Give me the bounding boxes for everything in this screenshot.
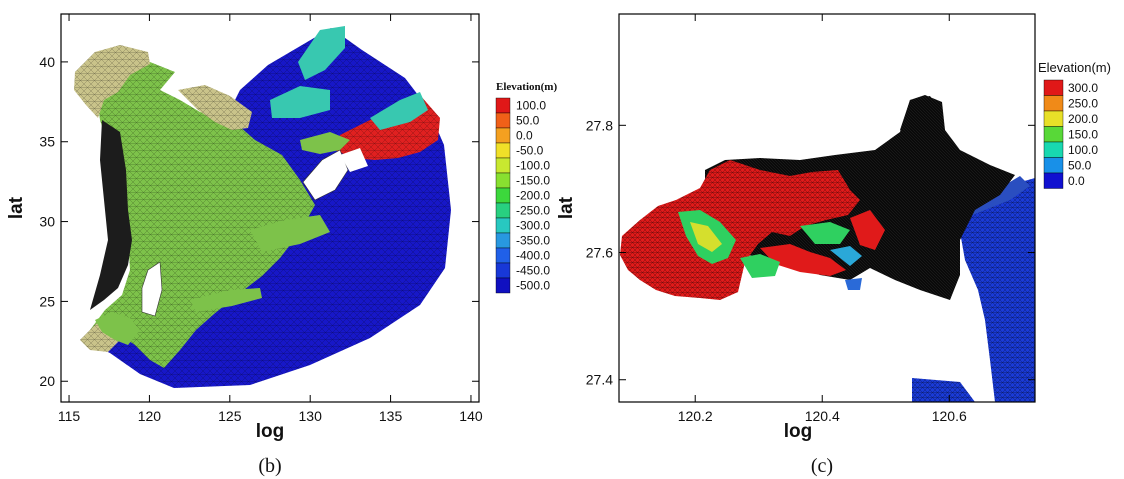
legend-label-b: 0.0 (516, 129, 533, 143)
legend-label-c: 250.0 (1068, 96, 1098, 110)
y-axis-title-b: lat (6, 196, 27, 219)
x-tick-label-b: 135 (379, 408, 403, 424)
caption-b: (b) (258, 455, 281, 477)
x-tick-label-c: 120.6 (932, 408, 967, 424)
legend-swatch-b (495, 142, 511, 159)
legend-label-c: 150.0 (1068, 127, 1098, 141)
legend-title-c: Elevation(m) (1038, 60, 1111, 75)
legend-swatch-b (495, 112, 511, 129)
legend-label-b: -150.0 (516, 174, 550, 188)
legend-label-b: -300.0 (516, 219, 550, 233)
legend-label-c: 0.0 (1068, 174, 1085, 188)
y-tick-label-c: 27.4 (586, 372, 613, 388)
x-tick-label-c: 120.2 (678, 408, 713, 424)
panel-c: 120.2 120.4 120.627.427.627.8 log lat (c) … (556, 13, 1111, 477)
legend-swatch-c (1043, 157, 1064, 174)
island-taiwan-b (141, 261, 163, 317)
legend-label-b: -250.0 (516, 204, 550, 218)
x-tick-label-b: 120 (138, 408, 162, 424)
legend-swatch-b (495, 172, 511, 189)
x-tick-label-b: 130 (299, 408, 323, 424)
legend-swatch-b (495, 157, 511, 174)
y-tick-label-b: 35 (39, 134, 55, 150)
legend-label-c: 300.0 (1068, 81, 1098, 95)
legend-label-b: -400.0 (516, 249, 550, 263)
legend-swatch-b (495, 187, 511, 204)
legend-swatch-b (495, 127, 511, 144)
legend-label-b: -100.0 (516, 159, 550, 173)
legend-swatch-c (1043, 95, 1064, 112)
y-axis-title-c: lat (556, 196, 577, 219)
legend-swatch-c (1043, 79, 1064, 96)
legend-swatch-c (1043, 141, 1064, 158)
ticks-c: 120.2 120.4 120.6 27.4 27.6 27.8 (586, 14, 1035, 424)
y-tick-label-b: 20 (39, 373, 55, 389)
island-b (302, 149, 349, 201)
legend-label-b: -200.0 (516, 189, 550, 203)
legend-label-c: 50.0 (1068, 158, 1092, 172)
legend-swatch-b (495, 247, 511, 264)
legend-b: Elevation(m) 100.050.00.0-50.0-100.0-150… (495, 81, 557, 294)
x-tick-label-b: 125 (218, 408, 242, 424)
legend-label-b: -450.0 (516, 264, 550, 278)
legend-label-b: -500.0 (516, 279, 550, 293)
y-tick-label-b: 25 (39, 293, 55, 309)
legend-label-b: 50.0 (516, 114, 540, 128)
x-axis-title-c: log (784, 421, 813, 442)
x-tick-label-b: 115 (58, 408, 81, 424)
legend-swatch-b (495, 217, 511, 234)
legend-title-b: Elevation(m) (496, 81, 557, 93)
legend-swatch-b (495, 277, 511, 294)
legend-swatch-c (1043, 172, 1064, 189)
ticks-b: 115 120 125 130 135 140 20 25 30 35 40 (39, 14, 483, 424)
x-tick-label-c: 120.4 (805, 408, 840, 424)
legend-swatch-b (495, 97, 511, 114)
legend-swatch-c (1043, 110, 1064, 127)
legend-label-b: -50.0 (516, 144, 544, 158)
legend-swatch-b (495, 232, 511, 249)
legend-label-c: 100.0 (1068, 143, 1098, 157)
y-tick-label-b: 40 (39, 54, 55, 70)
panel-b: 115 120 125 130 135 140 20 25 30 35 40 log lat (b)… (6, 13, 557, 477)
y-tick-label-c: 27.6 (586, 245, 613, 261)
caption-c: (c) (811, 455, 833, 477)
legend-swatch-b (495, 202, 511, 219)
x-axis-title-b: log (256, 421, 285, 442)
legend-swatch-c (1043, 126, 1064, 143)
plot-frame-c (618, 13, 1036, 403)
x-tick-label-b: 140 (459, 408, 483, 424)
legend-label-c: 200.0 (1068, 112, 1098, 126)
legend-swatch-b (495, 262, 511, 279)
legend-label-b: 100.0 (516, 99, 546, 113)
plot-frame-b (60, 13, 480, 403)
legend-label-b: -350.0 (516, 234, 550, 248)
y-tick-label-b: 30 (39, 214, 55, 230)
y-tick-label-c: 27.8 (586, 117, 613, 133)
